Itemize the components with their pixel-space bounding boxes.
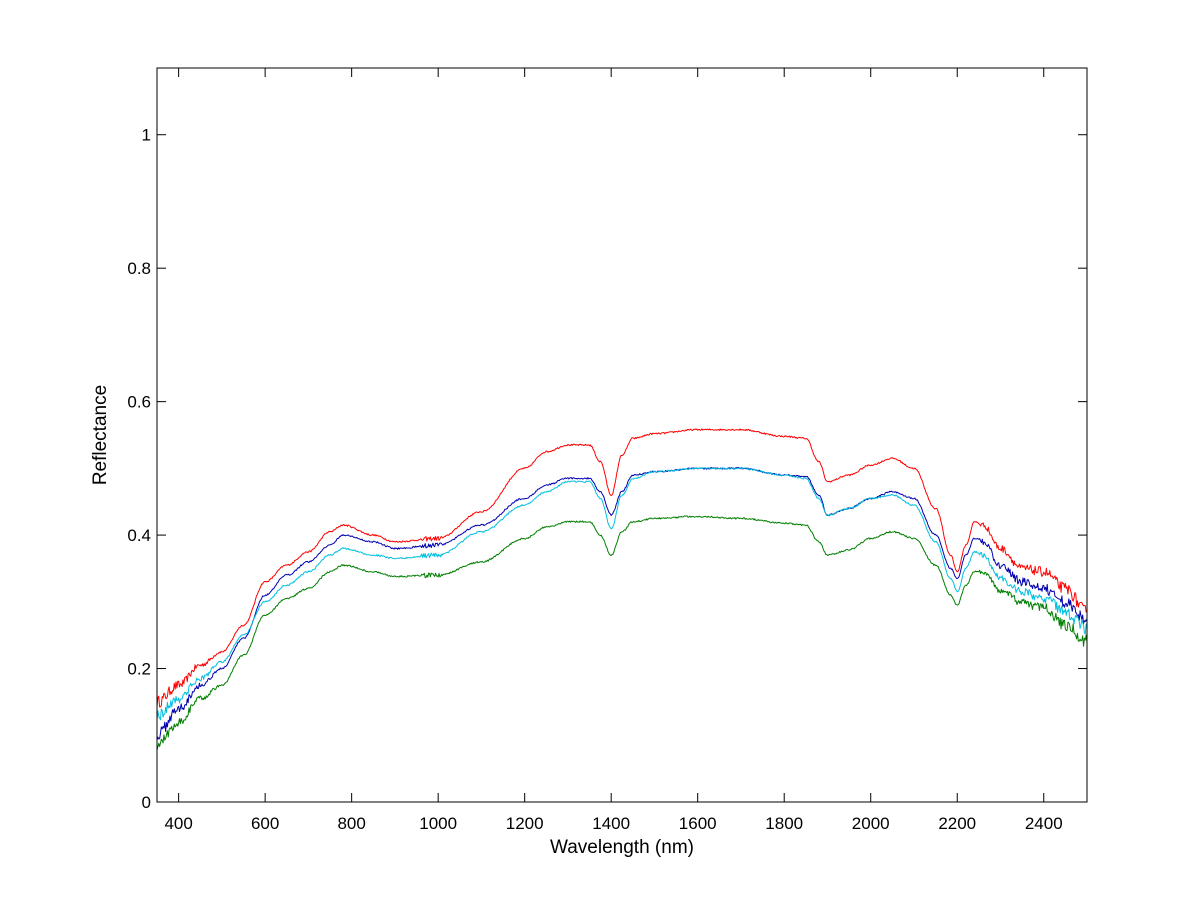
spectrum-line-2 — [156, 467, 1088, 741]
x-tick-label: 1600 — [679, 814, 717, 833]
x-axis-title: Wavelength (nm) — [550, 837, 694, 858]
y-tick-label: 0.4 — [127, 526, 151, 545]
x-tick-label: 1800 — [765, 814, 803, 833]
x-tick-label: 1400 — [592, 814, 630, 833]
spectrum-line-1 — [156, 428, 1088, 708]
spectrum-line-4 — [156, 515, 1088, 751]
x-tick-label: 2400 — [1025, 814, 1063, 833]
y-tick-label: 0.6 — [127, 393, 151, 412]
x-tick-label: 1200 — [506, 814, 544, 833]
x-tick-label: 2000 — [852, 814, 890, 833]
series-layer — [156, 428, 1088, 751]
x-tick-label: 400 — [164, 814, 192, 833]
y-tick-label: 0.2 — [127, 660, 151, 679]
x-tick-label: 1000 — [419, 814, 457, 833]
x-tick-label: 600 — [251, 814, 279, 833]
y-axis-title: Reflectance — [90, 385, 111, 485]
plot-area — [157, 68, 1087, 802]
x-tick-label: 2200 — [938, 814, 976, 833]
x-tick-label: 800 — [337, 814, 365, 833]
spectrum-line-3 — [156, 467, 1088, 721]
tick-layer: 400 600 800 1000 1200 1400 1600 1800 2000 2200 240… — [127, 68, 1087, 833]
plot-frame — [156, 67, 1088, 803]
y-tick-label: 0.8 — [127, 259, 151, 278]
y-tick-label: 0 — [142, 793, 151, 812]
y-tick-label: 1 — [142, 126, 151, 145]
